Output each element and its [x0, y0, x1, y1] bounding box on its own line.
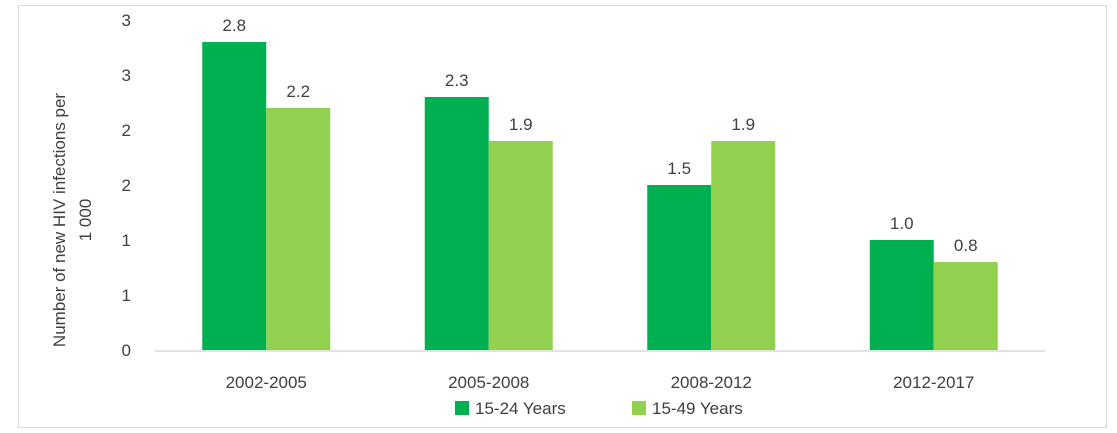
data-label: 0.8	[954, 236, 978, 255]
bar-series-2	[266, 108, 331, 350]
legend: 15-24 Years 15-49 Years	[455, 399, 743, 418]
x-tick-label: 2005-2008	[448, 373, 529, 392]
chart-frame	[18, 5, 1107, 428]
data-label: 1.0	[890, 214, 914, 233]
y-axis-title: Number of new HIV infections per 1 000	[50, 93, 95, 348]
legend-label: 15-24 Years	[475, 399, 566, 418]
legend-label: 15-49 Years	[652, 399, 743, 418]
y-tick-label: 2	[122, 176, 131, 195]
legend-swatch	[632, 401, 646, 415]
bar-series-2	[933, 262, 998, 350]
x-tick-label: 2008-2012	[671, 373, 752, 392]
y-axis-tick-labels: 0 1 1 2 2 3 3	[122, 11, 131, 360]
legend-swatch	[455, 401, 469, 415]
bar-series-1	[647, 185, 712, 350]
bar-series-2	[488, 141, 553, 350]
x-tick-label: 2012-2017	[893, 373, 974, 392]
data-label: 1.5	[667, 159, 691, 178]
bar-series-2	[711, 141, 776, 350]
bars	[202, 42, 998, 350]
y-axis-title-line-2: 1 000	[76, 199, 95, 242]
y-tick-label: 3	[122, 11, 131, 30]
y-tick-label: 2	[122, 121, 131, 140]
bar-series-1	[869, 240, 934, 350]
data-label: 1.9	[509, 115, 533, 134]
data-label: 1.9	[731, 115, 755, 134]
y-tick-label: 1	[122, 286, 131, 305]
y-tick-label: 1	[122, 231, 131, 250]
x-axis-tick-labels: 2002-2005 2005-2008 2008-2012 2012-2017	[226, 373, 975, 392]
y-axis-title-line-1: Number of new HIV infections per	[50, 93, 69, 348]
bar-series-1	[424, 97, 489, 350]
x-tick-label: 2002-2005	[226, 373, 307, 392]
data-label: 2.8	[222, 16, 246, 35]
data-label: 2.3	[445, 71, 469, 90]
data-labels: 2.8 2.2 2.3 1.9 1.5 1.9 1.0 0.8	[222, 16, 977, 255]
y-tick-label: 3	[122, 66, 131, 85]
bar-series-1	[202, 42, 267, 350]
y-tick-label: 0	[122, 341, 131, 360]
data-label: 2.2	[286, 82, 310, 101]
